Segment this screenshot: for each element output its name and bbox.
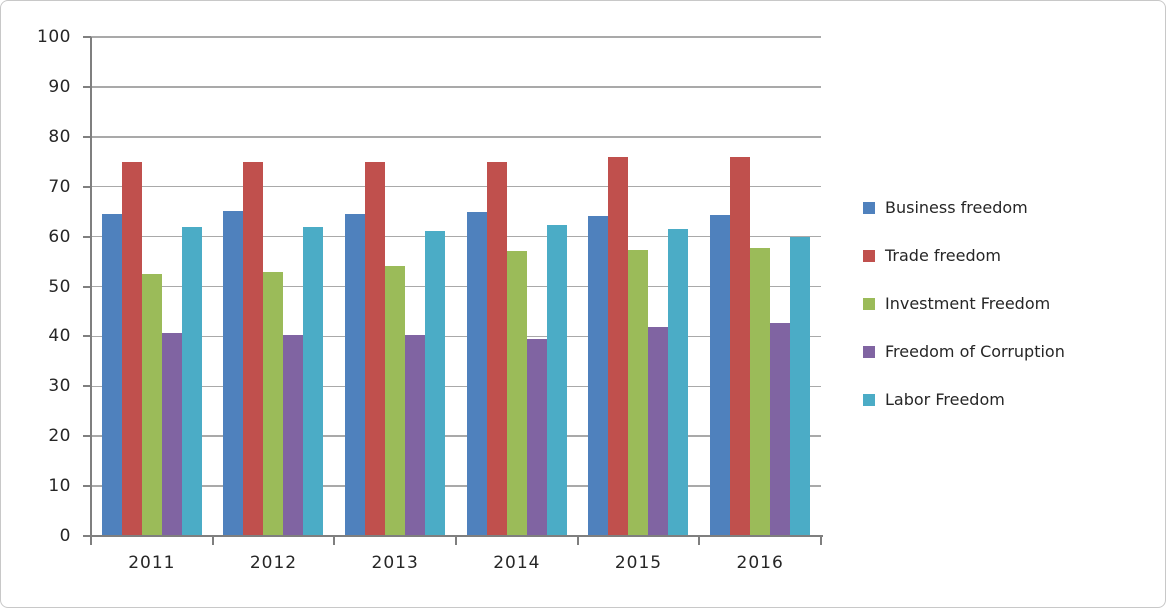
- bar-trade-freedom-2016: [729, 156, 750, 536]
- x-axis-boundary-tick-5: [698, 537, 701, 545]
- bar-investment-freedom-2013: [384, 265, 405, 536]
- gridline-50: [91, 285, 821, 288]
- bar-investment-freedom-2012: [263, 271, 284, 536]
- bar-freedom-of-corruption-2011: [161, 332, 182, 536]
- y-axis-line: [90, 37, 92, 538]
- legend-swatch-business-freedom: [863, 201, 875, 214]
- x-axis-boundary-tick-2: [333, 537, 336, 545]
- x-axis-boundary-tick-0: [90, 537, 92, 545]
- x-axis-label-2011: 2011: [128, 553, 176, 573]
- bar-trade-freedom-2011: [121, 161, 142, 536]
- bar-labor-freedom-2015: [668, 228, 689, 536]
- bar-investment-freedom-2015: [628, 249, 649, 536]
- y-axis-label-50: 50: [48, 276, 71, 297]
- x-axis-boundary-tick-4: [576, 537, 579, 545]
- gridline-80: [91, 136, 821, 138]
- legend-label-investment-freedom: Investment Freedom: [885, 294, 1051, 313]
- y-axis-label-40: 40: [48, 326, 71, 347]
- y-axis-tick-70: [83, 185, 91, 188]
- bar-trade-freedom-2013: [364, 161, 385, 536]
- y-axis-tick-40: [83, 335, 91, 338]
- legend-item-investment-freedom: Investment Freedom: [863, 294, 1065, 313]
- bar-business-freedom-2015: [588, 215, 609, 536]
- legend-item-labor-freedom: Labor Freedom: [863, 390, 1065, 409]
- legend-swatch-trade-freedom: [863, 249, 875, 262]
- x-axis-label-2016: 2016: [736, 553, 784, 573]
- bar-business-freedom-2012: [223, 211, 244, 536]
- x-axis-label-2015: 2015: [614, 553, 663, 573]
- y-axis-tick-20: [83, 435, 91, 438]
- y-axis-label-20: 20: [48, 426, 71, 447]
- y-axis-label-0: 0: [59, 526, 71, 546]
- x-axis-label-2013: 2013: [371, 553, 419, 573]
- y-axis-tick-90: [83, 85, 91, 88]
- bar-investment-freedom-2014: [506, 251, 527, 536]
- y-axis-label-100: 100: [37, 27, 71, 47]
- y-axis-label-70: 70: [48, 176, 71, 197]
- bar-investment-freedom-2011: [141, 274, 162, 536]
- bar-freedom-of-corruption-2016: [769, 323, 790, 536]
- bar-investment-freedom-2016: [749, 247, 770, 536]
- legend: Business freedom Trade freedom Investment …: [863, 198, 1065, 409]
- legend-label-freedom-of-corruption: Freedom of Corruption: [885, 342, 1065, 361]
- gridline-90: [91, 86, 821, 88]
- y-axis-tick-100: [83, 36, 91, 38]
- y-axis-label-90: 90: [48, 76, 71, 97]
- bar-business-freedom-2011: [101, 213, 122, 536]
- bar-freedom-of-corruption-2013: [404, 334, 425, 536]
- x-axis-line: [90, 535, 823, 537]
- y-axis-label-10: 10: [48, 476, 71, 497]
- y-axis-label-30: 30: [48, 376, 71, 397]
- x-axis-label-2014: 2014: [493, 553, 541, 573]
- y-axis-tick-30: [83, 385, 91, 388]
- legend-item-freedom-of-corruption: Freedom of Corruption: [863, 342, 1065, 361]
- gridline-40: [91, 335, 821, 338]
- bar-freedom-of-corruption-2014: [526, 339, 547, 536]
- x-axis-boundary-tick-3: [455, 537, 457, 545]
- bar-business-freedom-2016: [709, 215, 730, 536]
- x-axis-boundary-tick-1: [211, 537, 214, 545]
- x-axis-label-2012: 2012: [249, 553, 298, 573]
- legend-item-trade-freedom: Trade freedom: [863, 246, 1065, 265]
- y-axis-tick-10: [83, 485, 91, 488]
- legend-item-business-freedom: Business freedom: [863, 198, 1065, 217]
- legend-swatch-investment-freedom: [863, 297, 875, 310]
- bar-business-freedom-2013: [344, 213, 365, 536]
- legend-swatch-freedom-of-corruption: [863, 345, 875, 358]
- gridline-20: [91, 435, 821, 437]
- gridline-30: [91, 385, 821, 388]
- legend-label-trade-freedom: Trade freedom: [885, 246, 1001, 265]
- bar-freedom-of-corruption-2012: [283, 334, 304, 536]
- legend-label-business-freedom: Business freedom: [885, 198, 1028, 217]
- gridline-70: [91, 185, 821, 188]
- legend-label-labor-freedom: Labor Freedom: [885, 390, 1005, 409]
- y-axis-tick-60: [83, 235, 91, 238]
- bar-labor-freedom-2013: [424, 231, 445, 536]
- bar-trade-freedom-2014: [486, 161, 507, 536]
- y-axis-tick-50: [83, 285, 91, 288]
- y-axis-tick-0: [83, 535, 91, 537]
- bar-labor-freedom-2016: [789, 236, 810, 536]
- y-axis-label-80: 80: [48, 126, 71, 147]
- x-axis-boundary-tick-6: [820, 537, 822, 545]
- bar-trade-freedom-2015: [608, 156, 629, 536]
- bar-business-freedom-2014: [466, 211, 487, 536]
- bar-labor-freedom-2014: [546, 225, 567, 536]
- gridline-10: [91, 485, 821, 487]
- gridline-60: [91, 235, 821, 238]
- bar-trade-freedom-2012: [243, 161, 264, 536]
- y-axis-tick-80: [83, 135, 91, 138]
- legend-swatch-labor-freedom: [863, 393, 875, 406]
- gridline-100: [91, 36, 821, 38]
- bar-freedom-of-corruption-2015: [648, 327, 669, 536]
- y-axis-label-60: 60: [48, 226, 71, 247]
- bar-labor-freedom-2011: [181, 227, 202, 536]
- bar-labor-freedom-2012: [303, 226, 324, 536]
